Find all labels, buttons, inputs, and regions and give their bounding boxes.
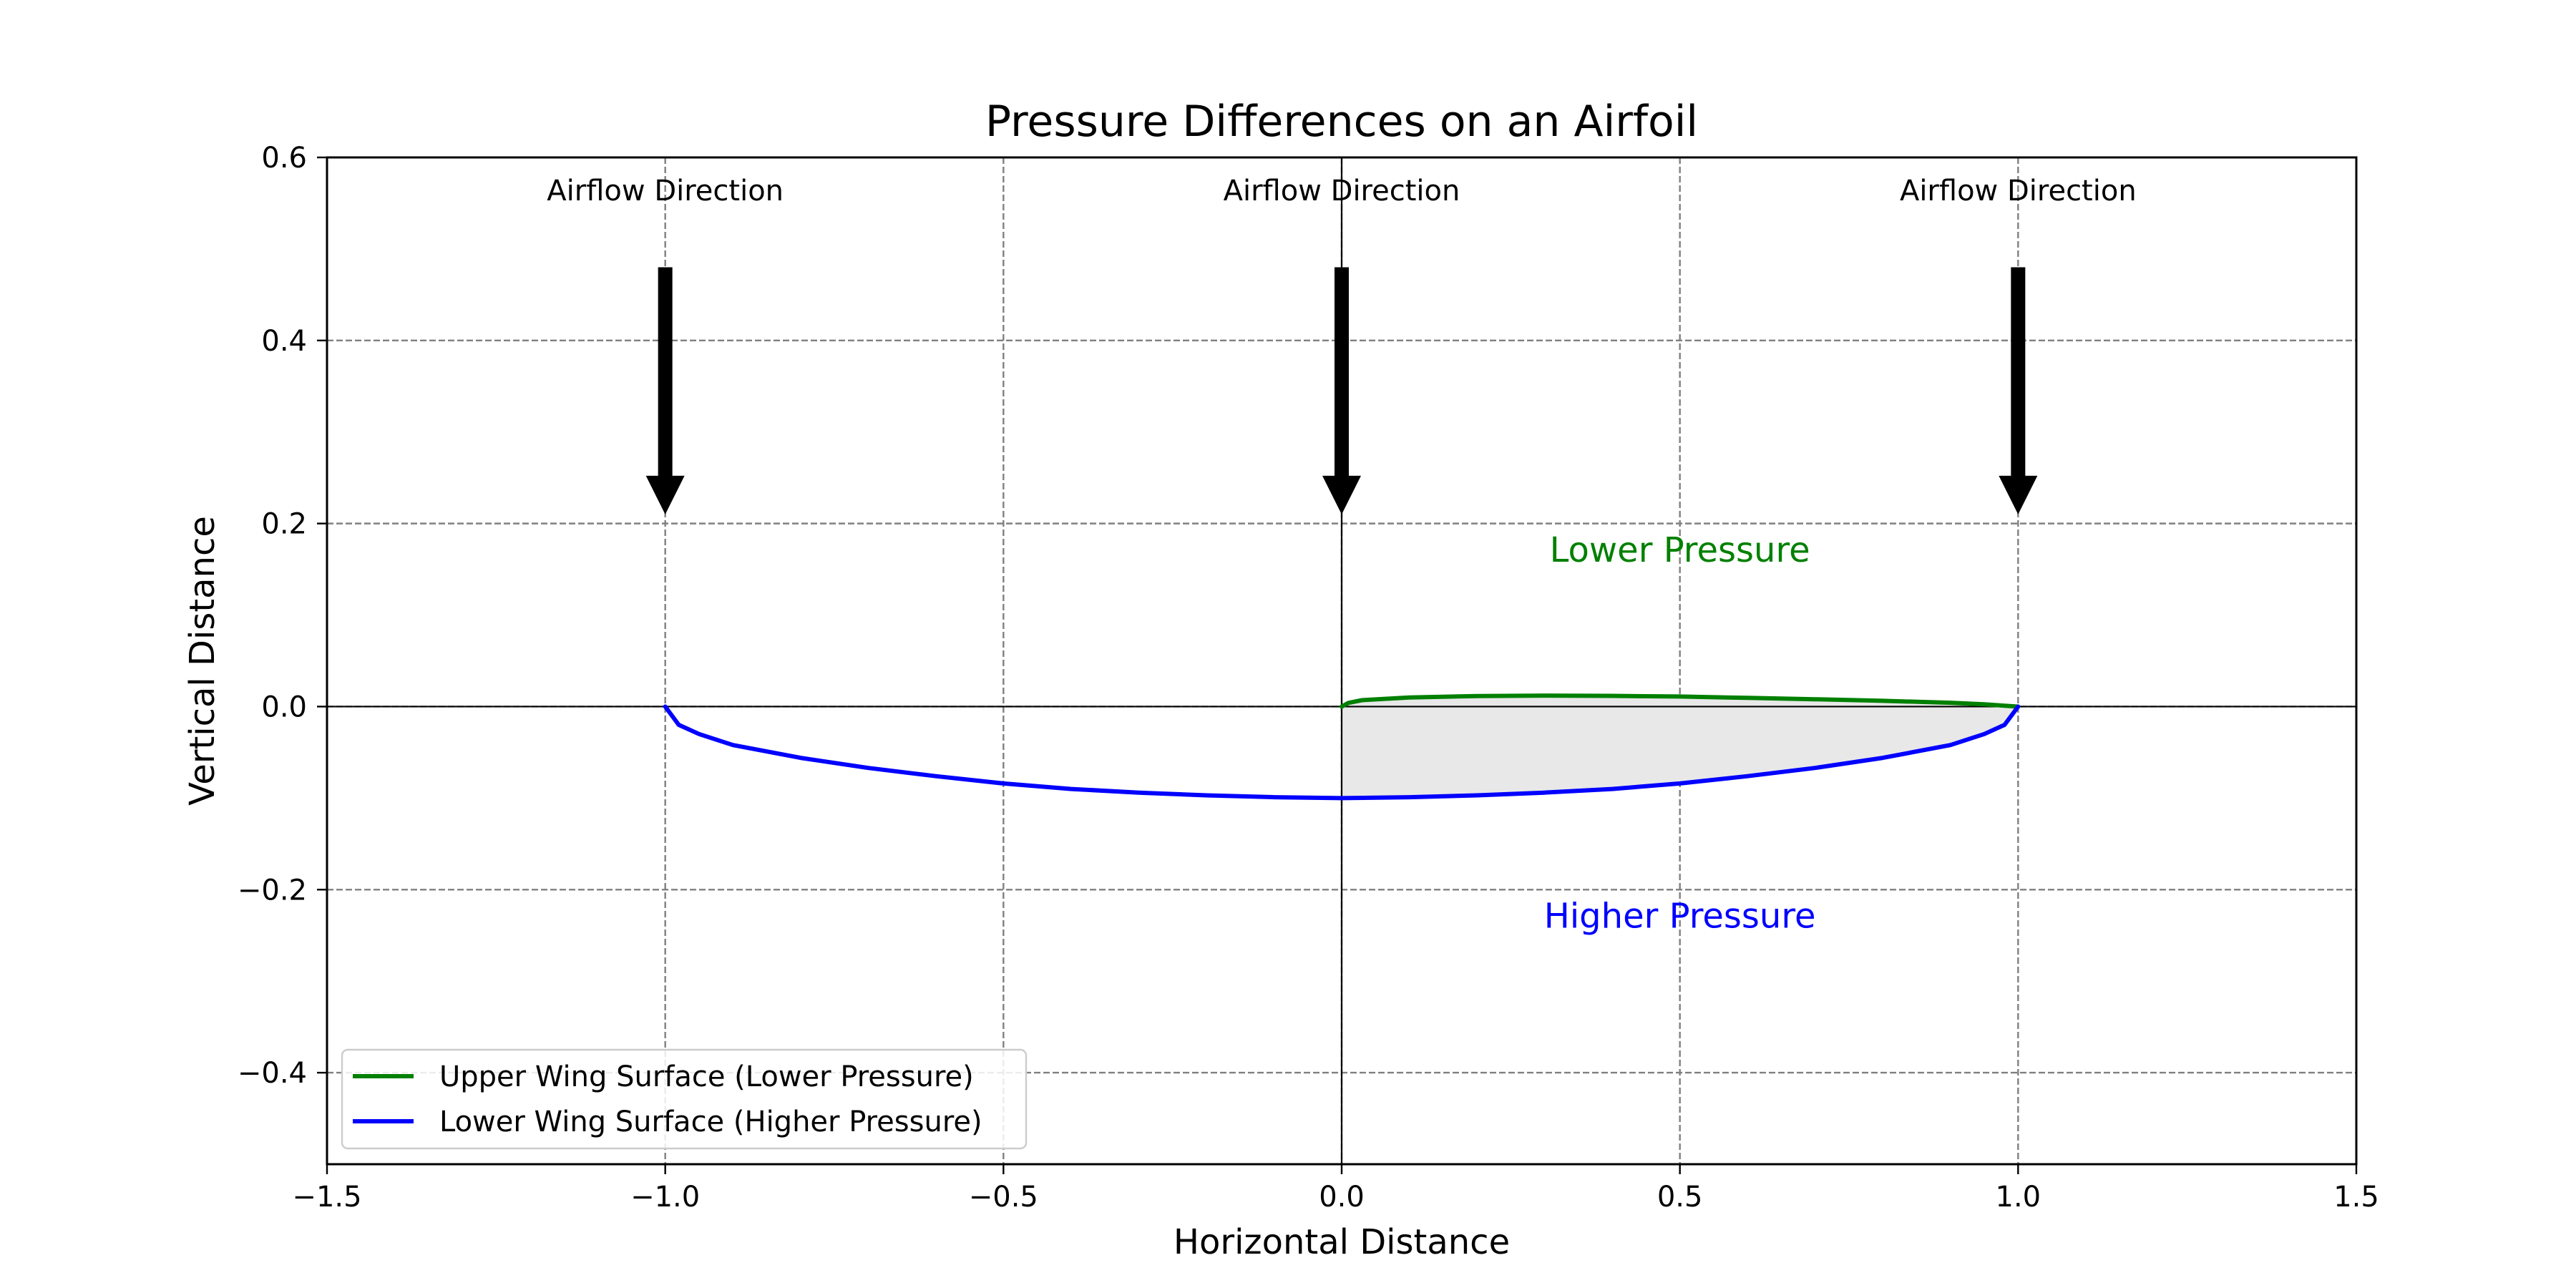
airflow-label: Airflow Direction	[547, 175, 784, 208]
y-tick-label: −0.4	[238, 1057, 307, 1090]
legend: Upper Wing Surface (Lower Pressure) Lower…	[341, 1048, 1028, 1150]
pressure-difference-fill	[1342, 696, 2019, 799]
airflow-arrow	[1322, 267, 1361, 514]
annotations: Lower Pressure Higher Pressure	[1544, 530, 1816, 937]
pressure-fill-region	[1342, 696, 2019, 799]
legend-label: Upper Wing Surface (Lower Pressure)	[439, 1060, 974, 1093]
series-lines	[663, 693, 2021, 801]
x-axis-label: Horizontal Distance	[1174, 1222, 1510, 1262]
airflow-arrow	[645, 267, 685, 514]
airflow-label: Airflow Direction	[1900, 175, 2137, 208]
y-tick-label: 0.0	[261, 691, 307, 723]
airflow-arrow	[1999, 267, 2038, 514]
higher-pressure-annotation: Higher Pressure	[1544, 896, 1816, 936]
chart-title: Pressure Differences on an Airfoil	[985, 97, 1698, 147]
y-tick-label: 0.4	[261, 325, 307, 358]
airflow-arrows: Airflow Direction Airflow Direction Airflo…	[547, 175, 2137, 514]
x-tick-label: 1.0	[1996, 1181, 2041, 1214]
x-tick-label: −1.0	[630, 1181, 700, 1214]
x-tick-label: 0.0	[1319, 1181, 1365, 1214]
axis-ticks: −1.5 −1.0 −0.5 0.0 0.5 1.0 1.5 −0.4 −0.2 0.0 0.2 0.…	[238, 142, 2379, 1214]
lower-pressure-annotation: Lower Pressure	[1550, 530, 1810, 570]
y-tick-label: −0.2	[238, 874, 307, 907]
x-tick-label: −1.5	[292, 1181, 361, 1214]
lower-surface-line	[663, 704, 2021, 801]
legend-box	[341, 1048, 1028, 1150]
x-tick-label: 1.5	[2333, 1181, 2379, 1214]
y-axis-label: Vertical Distance	[182, 516, 223, 806]
legend-label: Lower Wing Surface (Higher Pressure)	[439, 1106, 982, 1138]
upper-surface-line	[1340, 693, 2021, 709]
chart-text: Pressure Differences on an Airfoil Horiz…	[182, 97, 1698, 1262]
y-tick-label: 0.6	[261, 142, 307, 175]
x-tick-label: 0.5	[1657, 1181, 1703, 1214]
airflow-label: Airflow Direction	[1224, 175, 1460, 208]
x-tick-label: −0.5	[969, 1181, 1038, 1214]
y-tick-label: 0.2	[261, 508, 307, 541]
